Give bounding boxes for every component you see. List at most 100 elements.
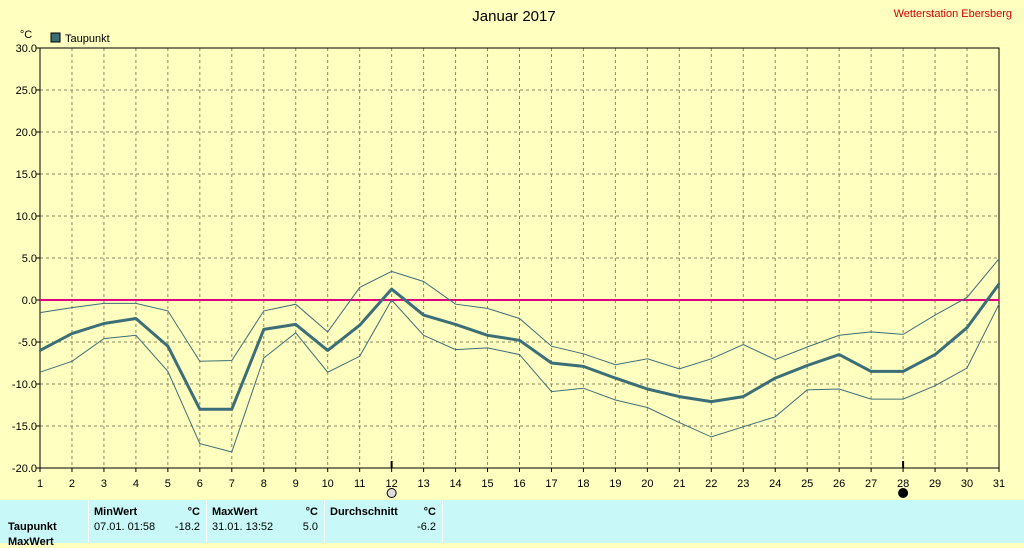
- envelope-min-line: [39, 299, 1000, 453]
- x-tick-label: 19: [609, 478, 621, 490]
- x-tick-label: 20: [641, 478, 653, 490]
- data-point: [965, 326, 969, 329]
- x-tick-label: 6: [197, 478, 203, 490]
- data-point: [422, 313, 425, 317]
- x-tick-label: 31: [993, 478, 1005, 490]
- data-point: [102, 322, 106, 325]
- x-tick-label: 12: [386, 478, 398, 490]
- stats-table: Taupunkt MaxWert MinWert °C 07.01. 01:58…: [0, 500, 1024, 548]
- data-point: [678, 395, 681, 398]
- x-tick-label: 2: [69, 478, 75, 490]
- x-tick-label: 5: [165, 478, 171, 490]
- y-tick-label: 25.0: [16, 85, 37, 97]
- data-point: [550, 361, 553, 365]
- y-tick-label: -20.0: [12, 463, 37, 475]
- x-tick-label: 1: [37, 478, 43, 490]
- new-moon-icon: [898, 488, 909, 498]
- data-point: [742, 395, 745, 398]
- y-tick-label: 30.0: [16, 43, 37, 55]
- x-tick-label: 14: [449, 478, 461, 490]
- max-unit: °C: [305, 506, 318, 518]
- min-unit: °C: [187, 506, 200, 518]
- x-tick-label: 17: [545, 478, 557, 490]
- x-tick-label: 7: [229, 478, 235, 490]
- x-tick-label: 8: [261, 478, 267, 490]
- x-tick-label: 13: [417, 478, 429, 490]
- y-tick-label: -15.0: [12, 421, 37, 433]
- x-tick-label: 24: [769, 478, 781, 490]
- x-tick-label: 23: [737, 478, 749, 490]
- stats-row-label: Taupunkt: [8, 521, 57, 533]
- data-point: [997, 282, 1001, 286]
- max-header: MaxWert: [212, 506, 258, 518]
- data-point: [294, 323, 297, 326]
- data-point: [933, 353, 937, 356]
- data-point: [166, 345, 170, 348]
- moon-markers: [386, 461, 909, 498]
- series-layer: [38, 258, 1001, 453]
- data-point: [134, 317, 138, 320]
- data-point: [710, 400, 713, 403]
- x-tick-label: 9: [293, 478, 299, 490]
- data-point: [614, 376, 617, 380]
- data-point: [38, 349, 42, 352]
- x-tick-label: 16: [513, 478, 525, 490]
- stats-row2-label: MaxWert: [8, 536, 54, 548]
- data-point: [262, 328, 265, 331]
- avg-unit: °C: [423, 506, 436, 518]
- data-point: [70, 332, 74, 335]
- x-tick-label: 21: [673, 478, 685, 490]
- x-tick-label: 3: [101, 478, 107, 490]
- y-tick-label: 5.0: [22, 253, 37, 265]
- avg-header: Durchschnitt: [330, 506, 398, 518]
- y-tick-label: 15.0: [16, 169, 37, 181]
- y-tick-label: -10.0: [12, 379, 37, 391]
- data-point: [774, 376, 777, 380]
- data-point: [358, 324, 361, 327]
- data-point: [518, 339, 521, 342]
- y-tick-label: 20.0: [16, 127, 37, 139]
- chart-title: Januar 2017: [472, 8, 555, 25]
- legend-label: Taupunkt: [65, 33, 110, 45]
- data-point: [230, 408, 233, 411]
- y-tick-label: -5.0: [18, 337, 37, 349]
- data-point: [326, 349, 329, 352]
- x-tick-label: 11: [354, 478, 365, 490]
- station-name: Wetterstation Ebersberg: [894, 8, 1012, 20]
- data-point: [486, 334, 489, 337]
- x-tick-label: 27: [865, 478, 877, 490]
- axes: 30.0 25.0 20.0 15.0 10.0 5.0 0.0 -5.0 -10.0 -15.0…: [12, 43, 1005, 490]
- avg-value: -6.2: [417, 521, 436, 533]
- legend-swatch: [50, 32, 61, 43]
- x-tick-label: 4: [133, 478, 139, 490]
- data-point: [869, 370, 873, 373]
- data-point: [901, 370, 905, 373]
- min-header: MinWert: [94, 506, 138, 518]
- legend: Taupunkt: [50, 32, 110, 45]
- x-tick-label: 22: [705, 478, 717, 490]
- x-tick-label: 30: [961, 478, 973, 490]
- data-point: [806, 364, 809, 367]
- x-tick-label: 29: [929, 478, 941, 490]
- envelope-max-line: [39, 258, 1000, 370]
- grid: [40, 48, 999, 468]
- chart: Januar 2017 Wetterstation Ebersberg °C T…: [12, 8, 1012, 498]
- data-point: [198, 408, 202, 411]
- data-point: [582, 365, 585, 368]
- y-tick-label: 10.0: [16, 211, 37, 223]
- x-tick-label: 18: [577, 478, 589, 490]
- min-value: -18.2: [174, 521, 200, 533]
- data-point: [454, 323, 457, 326]
- max-datetime: 31.01. 13:52: [212, 521, 274, 533]
- x-tick-label: 28: [897, 478, 909, 490]
- y-tick-label: 0.0: [22, 295, 37, 307]
- x-tick-label: 15: [481, 478, 493, 490]
- x-tick-label: 26: [833, 478, 845, 490]
- data-point: [837, 353, 841, 356]
- full-moon-icon: [386, 488, 397, 498]
- min-datetime: 07.01. 01:58: [94, 521, 156, 533]
- y-unit-label: °C: [20, 29, 32, 41]
- x-tick-label: 25: [801, 478, 813, 490]
- plot-frame: [39, 47, 1000, 469]
- data-point: [390, 287, 393, 291]
